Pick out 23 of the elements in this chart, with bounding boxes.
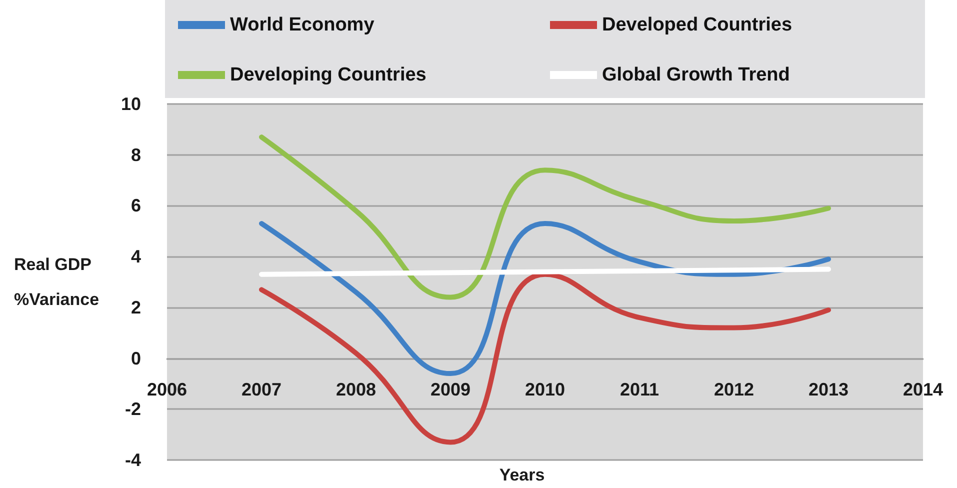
x-tick-label: 2009 (430, 379, 471, 400)
x-tick-label: 2013 (808, 379, 849, 400)
y-tick-label: 6 (130, 196, 141, 216)
y-tick-label: 2 (130, 297, 141, 318)
legend-label: Developed Countries (602, 14, 792, 36)
x-tick-label: 2010 (524, 379, 566, 400)
y-tick-label: 4 (130, 246, 141, 267)
legend-label: Global Growth Trend (602, 64, 790, 86)
y-tick-label: -4 (124, 450, 141, 470)
x-tick-label: 2008 (336, 379, 376, 400)
x-tick-label: 2012 (714, 379, 754, 400)
y-tick-label: -2 (124, 399, 141, 420)
legend-label: Developing Countries (230, 64, 426, 86)
y-tick-label: 10 (120, 94, 141, 114)
x-tick-label: 2014 (902, 379, 944, 400)
y-tick-label: 8 (130, 144, 141, 165)
legend-label: World Economy (230, 14, 375, 36)
y-axis-title: Real GDP %Variance (14, 255, 100, 309)
x-tick-label: 2011 (620, 379, 660, 400)
y-tick-label: 0 (130, 348, 141, 368)
x-axis-title: Years (499, 465, 545, 484)
x-tick-label: 2006 (146, 379, 188, 400)
x-tick-label: 2007 (241, 379, 282, 400)
